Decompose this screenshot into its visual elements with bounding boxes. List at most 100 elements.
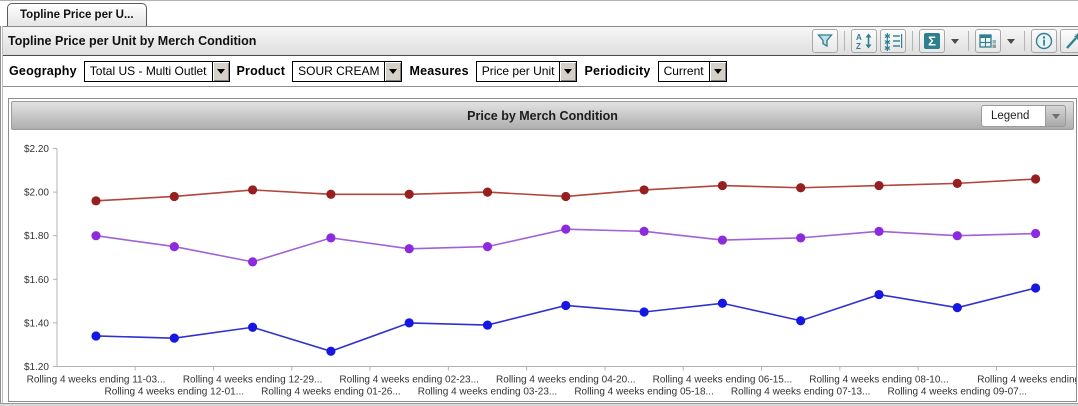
sort-az-icon: A Z bbox=[856, 33, 872, 51]
toolbar-separator bbox=[844, 31, 845, 51]
grid-layout-icon bbox=[979, 34, 996, 48]
data-point-red-series bbox=[169, 191, 179, 202]
info-button[interactable] bbox=[1031, 29, 1057, 53]
measures-value: Price per Unit bbox=[481, 63, 555, 78]
data-point-red-series bbox=[952, 178, 962, 188]
series-line-purple-series bbox=[95, 228, 1036, 263]
aggregate-button[interactable]: Σ bbox=[919, 29, 945, 53]
sort-button[interactable]: A Z bbox=[851, 29, 877, 53]
data-point-red-series bbox=[248, 185, 258, 195]
y-tick-label: $2.00 bbox=[24, 188, 49, 199]
chevron-down-icon bbox=[713, 68, 722, 74]
y-tick-label: $1.20 bbox=[24, 362, 49, 373]
toolbar: A Z ✱ ✱ ✱ bbox=[812, 29, 1078, 53]
chevron-down-icon bbox=[564, 68, 573, 74]
data-point-blue-series bbox=[717, 298, 728, 308]
chevron-down-icon bbox=[951, 38, 959, 44]
product-select[interactable]: SOUR CREAM bbox=[292, 60, 403, 82]
design-button[interactable] bbox=[1060, 29, 1078, 53]
data-point-blue-series bbox=[248, 322, 258, 332]
chevron-down-icon bbox=[1051, 113, 1060, 119]
data-point-purple-series bbox=[639, 226, 649, 236]
geography-select[interactable]: Total US - Multi Outlet bbox=[83, 60, 230, 82]
x-axis-label: Rolling 4 weeks ending 06-15... bbox=[653, 375, 793, 386]
chart-panel: Price by Merch Condition Legend $2.20 $2.… bbox=[8, 98, 1077, 402]
chevron-down-icon bbox=[389, 68, 398, 74]
select-items-button[interactable]: ✱ ✱ ✱ bbox=[880, 29, 906, 53]
tab-label: Topline Price per U... bbox=[20, 9, 134, 21]
chart-title: Price by Merch Condition bbox=[467, 108, 618, 123]
data-point-red-series bbox=[404, 189, 414, 199]
measures-label: Measures bbox=[409, 64, 469, 78]
data-point-blue-series bbox=[482, 320, 493, 330]
data-point-red-series bbox=[639, 185, 649, 195]
data-point-red-series bbox=[796, 183, 806, 193]
data-point-purple-series bbox=[952, 231, 962, 241]
svg-text:✱: ✱ bbox=[884, 38, 891, 47]
chart-title-bar: Price by Merch Condition Legend bbox=[11, 101, 1074, 130]
x-axis-label: Rolling 4 weeks ending 12-29... bbox=[183, 375, 323, 386]
price-chart: $2.20 $2.00 $1.80 $1.60 $1.40 $1.20 Rolling 4 … bbox=[24, 144, 1076, 398]
layout-button[interactable] bbox=[975, 29, 1001, 53]
x-axis-label: Rolling 4 weeks ending 04-20... bbox=[496, 375, 636, 386]
dropdown-button[interactable] bbox=[559, 61, 577, 81]
data-point-purple-series bbox=[169, 242, 179, 252]
dropdown-button[interactable] bbox=[211, 61, 229, 81]
magic-wand-icon bbox=[1066, 33, 1078, 49]
data-point-blue-series bbox=[639, 307, 649, 317]
x-axis-label: Rolling 4 weeks ending 12-01... bbox=[105, 387, 245, 398]
y-tick-label: $1.60 bbox=[24, 275, 49, 286]
sigma-icon: Σ bbox=[924, 33, 940, 49]
data-point-blue-series bbox=[561, 300, 571, 311]
data-point-blue-series bbox=[169, 333, 179, 343]
x-axis-label: Rolling 4 weeks ending 08-10... bbox=[809, 375, 949, 386]
data-point-red-series bbox=[561, 191, 571, 202]
legend-control[interactable]: Legend bbox=[981, 105, 1066, 127]
x-axis-label: Rolling 4 weeks ending 10 bbox=[977, 375, 1076, 386]
dropdown-button[interactable] bbox=[384, 61, 402, 81]
funnel-icon bbox=[817, 34, 833, 48]
data-point-purple-series bbox=[717, 235, 728, 245]
legend-field[interactable]: Legend bbox=[981, 105, 1045, 127]
data-point-purple-series bbox=[1031, 228, 1041, 239]
svg-text:Σ: Σ bbox=[928, 34, 936, 49]
chevron-down-icon bbox=[1007, 38, 1015, 44]
data-point-purple-series bbox=[404, 244, 414, 254]
window-left-border bbox=[0, 26, 3, 403]
data-point-red-series bbox=[91, 196, 101, 206]
aggregate-dropdown-arrow[interactable] bbox=[948, 29, 962, 53]
data-point-purple-series bbox=[482, 242, 493, 252]
periodicity-value: Current bbox=[663, 63, 704, 78]
info-icon bbox=[1035, 32, 1053, 50]
measures-select[interactable]: Price per Unit bbox=[475, 60, 578, 82]
series-line-blue-series bbox=[95, 287, 1036, 353]
x-axis-label: Rolling 4 weeks ending 09-07... bbox=[888, 387, 1028, 398]
data-point-red-series bbox=[874, 180, 884, 191]
data-point-blue-series bbox=[874, 289, 884, 300]
dropdown-button[interactable] bbox=[708, 61, 726, 81]
data-point-red-series bbox=[717, 180, 728, 191]
x-axis-label: Rolling 4 weeks ending 01-26... bbox=[261, 387, 401, 398]
periodicity-select[interactable]: Current bbox=[657, 60, 727, 82]
data-point-blue-series bbox=[326, 346, 336, 356]
report-title: Topline Price per Unit by Merch Conditio… bbox=[8, 34, 257, 48]
tab-bar: Topline Price per U... bbox=[0, 1, 1078, 26]
report-header-bar: Topline Price per Unit by Merch Conditio… bbox=[0, 26, 1078, 56]
x-axis-label: Rolling 4 weeks ending 11-03... bbox=[27, 375, 166, 386]
filter-bar: Geography Total US - Multi Outlet Produc… bbox=[0, 56, 1078, 87]
legend-dropdown-button[interactable] bbox=[1045, 105, 1066, 127]
data-point-purple-series bbox=[874, 226, 884, 236]
data-point-blue-series bbox=[91, 331, 101, 341]
svg-text:A: A bbox=[856, 33, 862, 42]
y-tick-label: $1.40 bbox=[24, 318, 49, 329]
product-label: Product bbox=[236, 64, 286, 78]
data-point-purple-series bbox=[561, 224, 571, 234]
data-point-red-series bbox=[482, 187, 493, 197]
toolbar-separator bbox=[912, 31, 913, 51]
toolbar-separator bbox=[1024, 31, 1025, 51]
layout-dropdown-arrow[interactable] bbox=[1004, 29, 1018, 53]
filter-button[interactable] bbox=[812, 29, 838, 53]
data-point-blue-series bbox=[404, 318, 414, 328]
window-bottom-edge bbox=[0, 403, 1078, 406]
tab-topline-price[interactable]: Topline Price per U... bbox=[7, 3, 147, 26]
